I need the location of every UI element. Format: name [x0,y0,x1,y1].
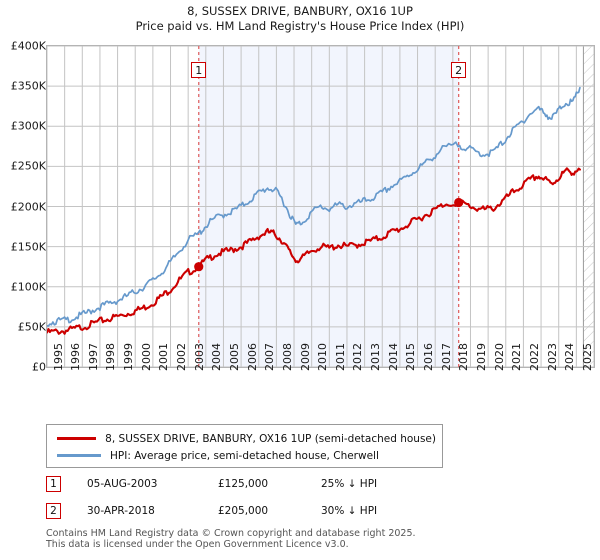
chart-plot-area [46,45,595,368]
x-axis-tick-label: 2015 [404,343,418,371]
transaction-date-2: 30-APR-2018 [87,505,155,517]
chart-title: 8, SUSSEX DRIVE, BANBURY, OX16 1UP [187,4,413,18]
x-axis-tick-label: 2021 [510,343,524,371]
y-axis-tick-label: £150K [10,240,46,254]
x-axis-tick-label: 1995 [51,343,65,371]
x-axis-tick-label: 2016 [422,343,436,371]
footer: Contains HM Land Registry data © Crown c… [46,528,586,550]
y-axis-tick-label: £250K [10,159,46,173]
x-axis-tick-label: 2001 [157,343,171,371]
y-axis-tick-label: £200K [10,200,46,213]
x-axis-tick-label: 2020 [492,343,506,371]
transaction-price-2: £205,000 [218,505,269,517]
transaction-price-1: £125,000 [218,478,269,490]
transaction-hpi-delta-1: 25% ↓ HPI [321,478,378,490]
x-axis-tick-label: 2024 [563,343,577,371]
y-axis-tick-label: £400K [10,39,46,53]
x-axis-tick-label: 2019 [474,343,488,371]
x-axis-tick-label: 1999 [122,343,136,371]
transaction-row: 1 05-AUG-2003 £125,000 25% ↓ HPI [46,474,377,494]
x-axis-tick-label: 2002 [175,343,189,371]
chart-canvas [47,46,594,367]
chart-legend: 8, SUSSEX DRIVE, BANBURY, OX16 1UP (semi… [46,424,443,468]
legend-swatch-blue [57,454,101,457]
footer-licence: This data is licensed under the Open Gov… [46,539,349,550]
x-axis-tick-label: 2023 [545,343,559,371]
chart-subtitle: Price paid vs. HM Land Registry's House … [135,19,465,33]
x-axis-tick-label: 1998 [104,343,118,371]
legend-label-hpi: HPI: Average price, semi-detached house,… [110,449,379,462]
footer-copyright: Contains HM Land Registry data © Crown c… [46,528,416,539]
x-axis-tick-label: 2013 [369,343,383,371]
x-axis-tick-label: 2009 [298,343,312,371]
x-axis-tick-label: 1997 [86,343,100,371]
y-axis-tick-label: £0 [32,360,46,374]
x-axis-tick-label: 2006 [245,343,259,371]
transaction-index-2: 2 [46,503,61,519]
x-axis-tick-label: 2012 [351,343,365,371]
x-axis-tick-label: 2018 [457,343,471,371]
x-axis-tick-label: 2022 [527,343,541,371]
legend-item-property: 8, SUSSEX DRIVE, BANBURY, OX16 1UP (semi… [53,430,436,447]
transaction-points [194,197,464,272]
transaction-marker-1: 1 [191,62,207,78]
x-axis-tick-label: 2004 [210,343,224,371]
x-axis-tick-label: 2017 [439,343,453,371]
x-axis-tick-label: 2014 [386,343,400,371]
transaction-date-1: 05-AUG-2003 [87,478,158,490]
legend-label-property: 8, SUSSEX DRIVE, BANBURY, OX16 1UP (semi… [105,432,436,445]
data-series [47,86,581,335]
x-axis-tick-label: 2011 [333,343,347,371]
legend-swatch-red [57,437,97,440]
y-axis-tick-label: £100K [10,280,46,294]
transaction-hpi-delta-2: 30% ↓ HPI [321,505,378,517]
x-axis-tick-label: 1996 [69,343,83,371]
legend-item-hpi: HPI: Average price, semi-detached house,… [53,447,436,464]
transaction-marker-2: 2 [451,62,467,78]
transaction-row: 2 30-APR-2018 £205,000 30% ↓ HPI [46,501,377,521]
transaction-index-1: 1 [46,476,61,492]
y-axis-tick-label: £350K [10,79,46,93]
x-axis-tick-label: 2007 [263,343,277,371]
page-title: 8, SUSSEX DRIVE, BANBURY, OX16 1UP Price… [0,4,600,34]
x-axis-tick-label: 2010 [316,343,330,371]
y-axis-tick-label: £50K [17,320,46,334]
x-axis-tick-label: 2025 [580,343,594,371]
x-axis-tick-label: 2000 [139,343,153,371]
x-axis-tick-label: 2005 [227,343,241,371]
x-axis-tick-label: 2008 [280,343,294,371]
y-axis-tick-label: £300K [10,119,46,133]
x-axis-tick-label: 2003 [192,343,206,371]
